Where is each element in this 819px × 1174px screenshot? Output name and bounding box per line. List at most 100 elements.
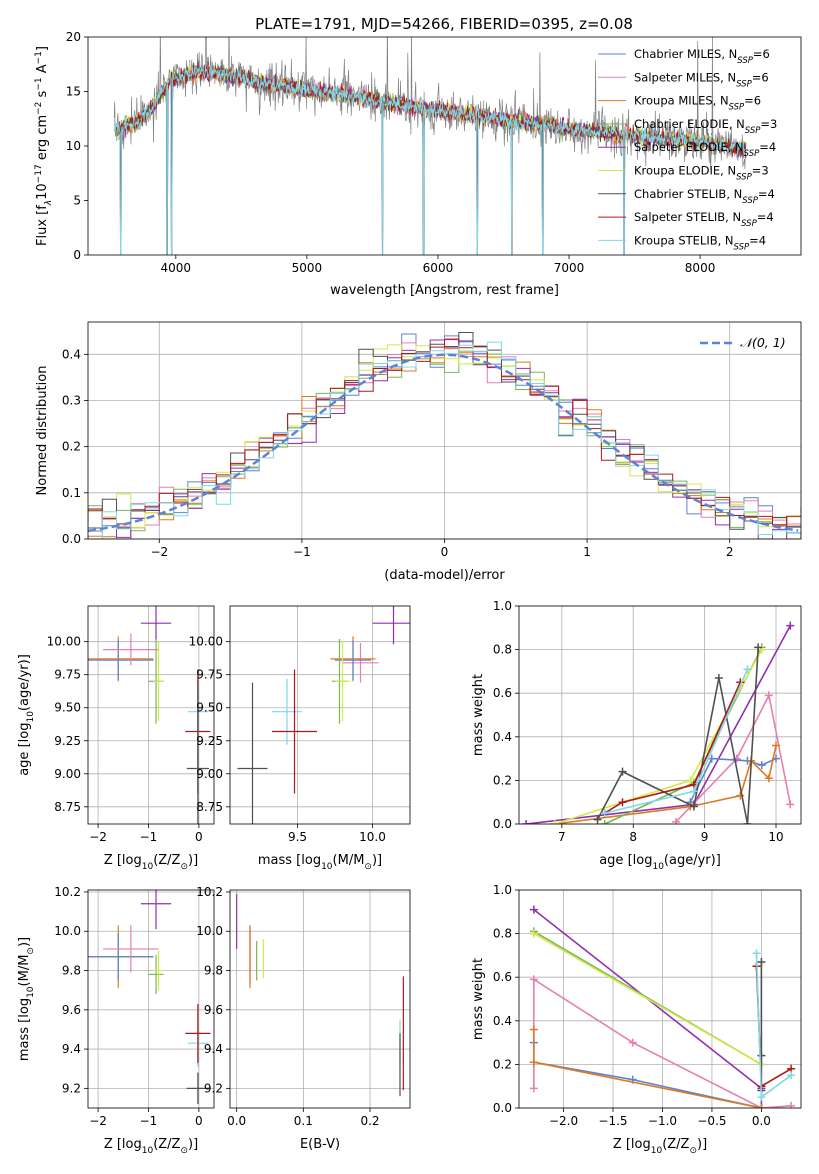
weight-point [618, 798, 627, 807]
y-tick-label: 0.4 [493, 730, 512, 744]
weight-point [689, 802, 698, 811]
y-tick-label: 9.6 [204, 1003, 223, 1017]
x-tick-label: −1.5 [598, 1114, 627, 1128]
y-tick-label: 15 [66, 85, 81, 99]
weight-point [529, 975, 538, 984]
x-tick-label: 6000 [423, 261, 454, 275]
weight_vs_age-series [522, 621, 795, 824]
weight-point [714, 673, 723, 682]
y-tick-label: 9.2 [62, 1081, 81, 1095]
x-tick-label: 10.0 [359, 830, 386, 844]
weight-series-line [554, 745, 777, 824]
x-tick-label: 0.1 [294, 1114, 313, 1128]
mass_vs_Z-frame [87, 889, 215, 1109]
weight_vs_age-axes: 7 8 9 10 0.0 0.2 0.4 0.6 0.8 1.0 [493, 599, 801, 844]
age_vs_mass-frame [229, 605, 411, 825]
weight-point [529, 905, 538, 914]
weight-point [743, 820, 752, 824]
legend-entry: Kroupa ELODIE, NSSP=3 [634, 164, 769, 183]
y-tick-label: 9.75 [196, 668, 223, 682]
age_vs_mass-axes: 9.5 10.0 8.75 9.00 9.25 9.50 9.75 10.00 [189, 606, 410, 844]
y-tick-label: 0.4 [493, 1014, 512, 1028]
x-tick-label: 7000 [554, 261, 585, 275]
weight_vs_Z-y-label: mass weight [471, 958, 486, 1040]
histogram-step [88, 341, 801, 539]
spectrum-frame [87, 36, 802, 256]
x-tick-label: 5000 [292, 261, 323, 275]
weight_vs_age-y-label: mass weight [471, 674, 486, 756]
x-tick-label: 9 [701, 830, 709, 844]
weight-point [550, 820, 559, 824]
weight-point [754, 643, 763, 652]
y-tick-label: 9.25 [54, 734, 81, 748]
y-tick-label: 0.3 [62, 393, 81, 407]
weight_vs_age-x-label: age [log10(age/yr)] [599, 853, 721, 872]
mass_vs_ebv-points [236, 893, 404, 1097]
mass_vs_Z-axes: −2 −1 0 9.2 9.4 9.6 9.8 10.0 10.2 [54, 885, 214, 1128]
y-tick-label: 10.0 [54, 924, 81, 938]
y-tick-label: 0.0 [493, 1101, 512, 1115]
y-tick-label: 0.2 [493, 1057, 512, 1071]
y-tick-label: 1.0 [493, 883, 512, 897]
weight-point [593, 815, 602, 824]
legend-entry: Salpeter STELIB, NSSP=4 [634, 210, 774, 229]
y-tick-label: 0.2 [62, 440, 81, 454]
y-tick-label: 20 [66, 30, 81, 44]
x-tick-label: −1 [140, 1114, 158, 1128]
legend-entry: Kroupa MILES, NSSP=6 [634, 94, 761, 113]
y-tick-label: 0.0 [62, 532, 81, 546]
weight-point [529, 1058, 538, 1067]
y-tick-label: 0.6 [493, 686, 512, 700]
spectrum-legend: Chabrier MILES, NSSP=6 Salpeter MILES, NS… [598, 47, 777, 252]
residuals-y-label: Normed distribution [35, 366, 50, 496]
weight-point [686, 776, 695, 785]
y-tick-label: 9.8 [204, 964, 223, 978]
age_vs_Z-frame [87, 605, 215, 825]
age_vs_Z-x-label: Z [log10(Z/Z⊙)] [104, 853, 198, 872]
age_vs_Z-points [88, 606, 211, 824]
weight-point [743, 665, 752, 674]
y-tick-label: 10 [66, 139, 81, 153]
y-tick-label: 10.00 [189, 635, 223, 649]
y-tick-label: 10.2 [54, 885, 81, 899]
weight-point [529, 1025, 538, 1034]
y-tick-label: 0.4 [62, 347, 81, 361]
y-tick-label: 9.50 [196, 701, 223, 715]
y-tick-label: 9.2 [204, 1081, 223, 1095]
legend-entry: Chabrier STELIB, NSSP=4 [634, 187, 775, 206]
residuals-x-label: (data-model)/error [384, 568, 505, 583]
y-tick-label: 0.6 [493, 970, 512, 984]
x-tick-label: 0 [195, 830, 203, 844]
weight-series-line [533, 932, 762, 1066]
figure-title: PLATE=1791, MJD=54266, FIBERID=0395, z=0… [255, 15, 633, 33]
x-tick-label: −2.0 [549, 1114, 578, 1128]
y-tick-label: 9.75 [54, 668, 81, 682]
legend-entry: Kroupa STELIB, NSSP=4 [634, 233, 766, 252]
age_vs_mass-x-label: mass [log10(M/M⊙)] [258, 853, 382, 872]
x-tick-label: −2 [89, 830, 107, 844]
age_vs_Z-y-label: age [log10(age/yr)] [17, 654, 36, 776]
x-tick-label: 7 [558, 830, 566, 844]
y-tick-label: 0 [73, 248, 81, 262]
weight-point [786, 621, 795, 630]
weight-point [757, 1051, 766, 1060]
y-tick-label: 9.50 [54, 701, 81, 715]
weight-point [736, 791, 745, 800]
x-tick-label: 8 [629, 830, 637, 844]
weight-point [787, 1071, 796, 1080]
legend-entry: Chabrier MILES, NSSP=6 [634, 47, 770, 66]
weight-point [757, 1093, 766, 1102]
spectrum-x-label: wavelength [Angstrom, rest frame] [330, 283, 559, 298]
weight-point [764, 691, 773, 700]
x-tick-label: −1 [140, 830, 158, 844]
y-tick-label: 0.8 [493, 927, 512, 941]
age_vs_mass-points [237, 606, 410, 824]
weight-point [529, 1084, 538, 1093]
weight-point [529, 929, 538, 938]
y-tick-label: 0.2 [493, 773, 512, 787]
weight-point [618, 767, 627, 776]
x-tick-label: 10 [768, 830, 783, 844]
residual-histograms [88, 332, 801, 539]
